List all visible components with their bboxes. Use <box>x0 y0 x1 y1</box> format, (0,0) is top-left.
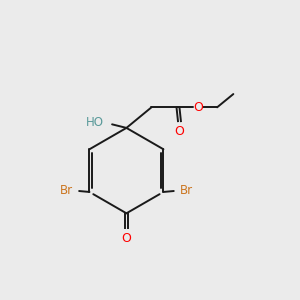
Text: Br: Br <box>180 184 193 197</box>
Text: HO: HO <box>86 116 104 129</box>
Text: Br: Br <box>60 184 73 197</box>
Text: O: O <box>193 101 203 114</box>
Text: O: O <box>122 232 131 244</box>
Text: O: O <box>175 125 184 138</box>
